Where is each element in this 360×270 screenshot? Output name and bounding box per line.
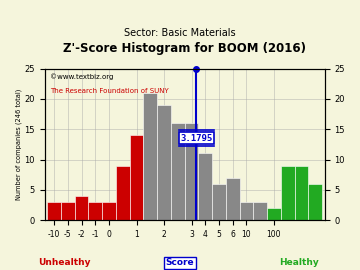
Text: 3.1795: 3.1795 xyxy=(180,134,212,143)
Bar xyxy=(143,93,157,220)
Bar xyxy=(253,202,267,220)
Text: Unhealthy: Unhealthy xyxy=(39,258,91,267)
Bar xyxy=(130,135,143,220)
Bar xyxy=(47,202,61,220)
Bar xyxy=(75,196,89,220)
Bar xyxy=(185,123,198,220)
Title: Z'-Score Histogram for BOOM (2016): Z'-Score Histogram for BOOM (2016) xyxy=(63,42,306,55)
Text: Healthy: Healthy xyxy=(279,258,319,267)
Text: Score: Score xyxy=(166,258,194,267)
Y-axis label: Number of companies (246 total): Number of companies (246 total) xyxy=(15,89,22,200)
Bar xyxy=(171,123,185,220)
Bar xyxy=(294,166,308,220)
Text: The Research Foundation of SUNY: The Research Foundation of SUNY xyxy=(50,88,169,94)
Bar xyxy=(102,202,116,220)
Bar xyxy=(89,202,102,220)
Bar xyxy=(226,178,240,220)
Text: Sector: Basic Materials: Sector: Basic Materials xyxy=(124,28,236,38)
Bar xyxy=(240,202,253,220)
Text: ©www.textbiz.org: ©www.textbiz.org xyxy=(50,73,113,80)
Bar xyxy=(281,166,294,220)
Bar xyxy=(212,184,226,220)
Bar xyxy=(308,184,322,220)
Bar xyxy=(116,166,130,220)
Bar xyxy=(267,208,281,220)
Bar xyxy=(157,105,171,220)
Bar xyxy=(198,153,212,220)
Bar xyxy=(61,202,75,220)
